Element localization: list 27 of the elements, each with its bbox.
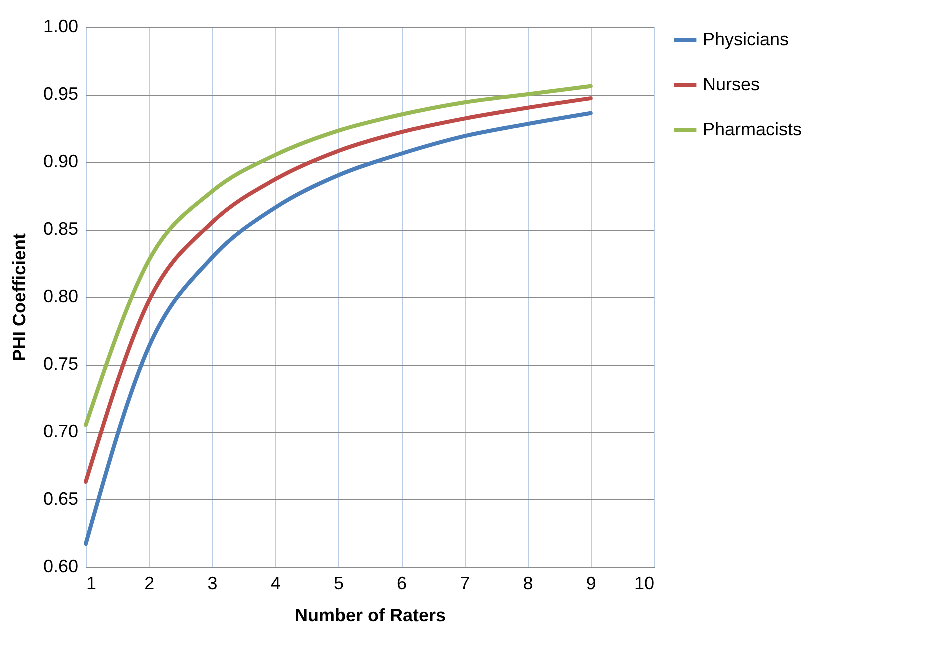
x-tick-label: 3 [208, 574, 218, 594]
y-tick-label: 0.75 [43, 354, 78, 374]
legend-label: Physicians [703, 30, 790, 50]
line-series [84, 84, 593, 428]
y-tick-label: 0.95 [43, 84, 78, 104]
y-tick-label: 0.80 [43, 286, 78, 306]
legend-label: Nurses [703, 74, 760, 94]
y-tick-label: 0.65 [43, 489, 78, 509]
x-axis-title: Number of Raters [294, 606, 446, 626]
y-tick-label: 0.90 [43, 152, 78, 172]
y-tick-label: 0.85 [43, 219, 78, 239]
line-series [84, 96, 593, 484]
legend-label: Pharmacists [703, 120, 802, 140]
y-tick-label: 1.00 [43, 16, 78, 36]
x-tick-label: 1 [86, 574, 97, 594]
y-tick-label: 0.60 [43, 556, 78, 576]
x-tick-label: 10 [634, 574, 654, 594]
x-tick-label: 4 [270, 574, 281, 594]
line-series [84, 111, 593, 546]
x-tick-label: 8 [523, 574, 534, 594]
x-tick-label: 2 [144, 574, 155, 594]
x-tick-label: 6 [397, 574, 408, 594]
x-tick-label: 9 [586, 574, 596, 594]
x-tick-label: 7 [460, 574, 470, 594]
y-axis-title: PHI Coefficient [9, 233, 30, 362]
y-tick-label: 0.70 [43, 422, 78, 442]
x-tick-label: 5 [334, 574, 344, 594]
